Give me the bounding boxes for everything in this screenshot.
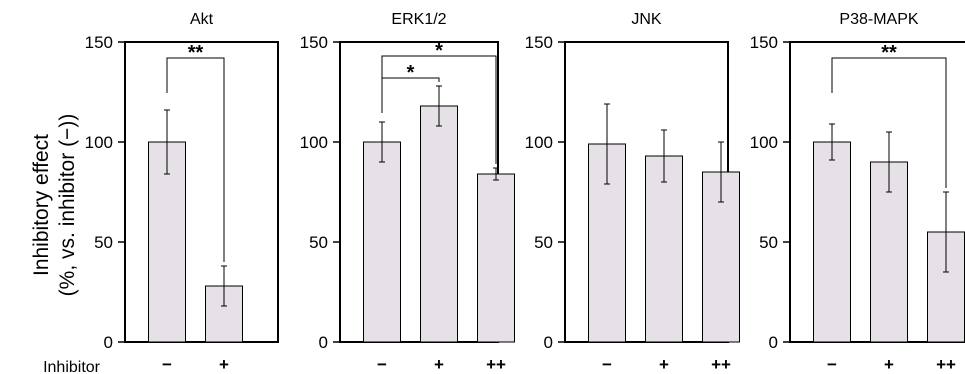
category-label: + <box>884 355 894 374</box>
significance-bracket <box>166 57 225 262</box>
significance-bracket <box>381 77 440 113</box>
y-tick-label: 50 <box>759 233 778 252</box>
bar <box>148 141 186 343</box>
y-tick-label: 0 <box>544 333 553 352</box>
significance-bracket <box>381 55 497 164</box>
chart-title: JNK <box>631 11 662 28</box>
category-label: − <box>602 355 612 374</box>
chart-title: ERK1/2 <box>391 11 446 28</box>
bar <box>645 155 683 343</box>
category-label: − <box>162 355 172 374</box>
y-axis-title: Inhibitory effect (%, vs. inhibitor (−)) <box>30 114 79 297</box>
y-axis-title-line1: Inhibitory effect <box>30 134 53 276</box>
category-label: − <box>377 355 387 374</box>
y-tick-label: 0 <box>104 333 113 352</box>
bar <box>420 105 458 343</box>
category-label: + <box>434 355 444 374</box>
category-label: + <box>219 355 229 374</box>
y-tick-label: 150 <box>750 33 778 52</box>
significance-label: * <box>407 62 415 84</box>
y-tick-label: 100 <box>300 133 328 152</box>
y-tick-label: 150 <box>525 33 553 52</box>
significance-label: ** <box>188 42 204 64</box>
significance-bracket <box>831 57 947 188</box>
y-tick-label: 150 <box>85 33 113 52</box>
category-label: ++ <box>936 355 956 374</box>
y-tick-label: 50 <box>309 233 328 252</box>
y-tick-label: 100 <box>525 133 553 152</box>
chart-panel: Akt 0 50 100 150 − + ** <box>85 11 279 374</box>
inhibitor-row-label: Inhibitor <box>43 359 101 374</box>
chart-title: Akt <box>190 11 214 28</box>
y-tick-label: 0 <box>769 333 778 352</box>
category-label: − <box>827 355 837 374</box>
significance-label: * <box>435 40 443 62</box>
y-tick-label: 100 <box>750 133 778 152</box>
y-tick-label: 50 <box>94 233 113 252</box>
significance-label: ** <box>881 42 897 64</box>
y-tick-label: 0 <box>319 333 328 352</box>
y-tick-label: 50 <box>534 233 553 252</box>
category-label: ++ <box>486 355 506 374</box>
bar <box>363 141 401 343</box>
y-tick-label: 150 <box>300 33 328 52</box>
y-tick-label: 100 <box>85 133 113 152</box>
y-axis-title-line2: (%, vs. inhibitor (−)) <box>56 114 79 297</box>
bar <box>477 173 515 343</box>
bar <box>813 141 851 343</box>
category-label: + <box>659 355 669 374</box>
plot-frame <box>124 41 279 343</box>
category-label: ++ <box>711 355 731 374</box>
chart-title: P38-MAPK <box>839 11 918 28</box>
